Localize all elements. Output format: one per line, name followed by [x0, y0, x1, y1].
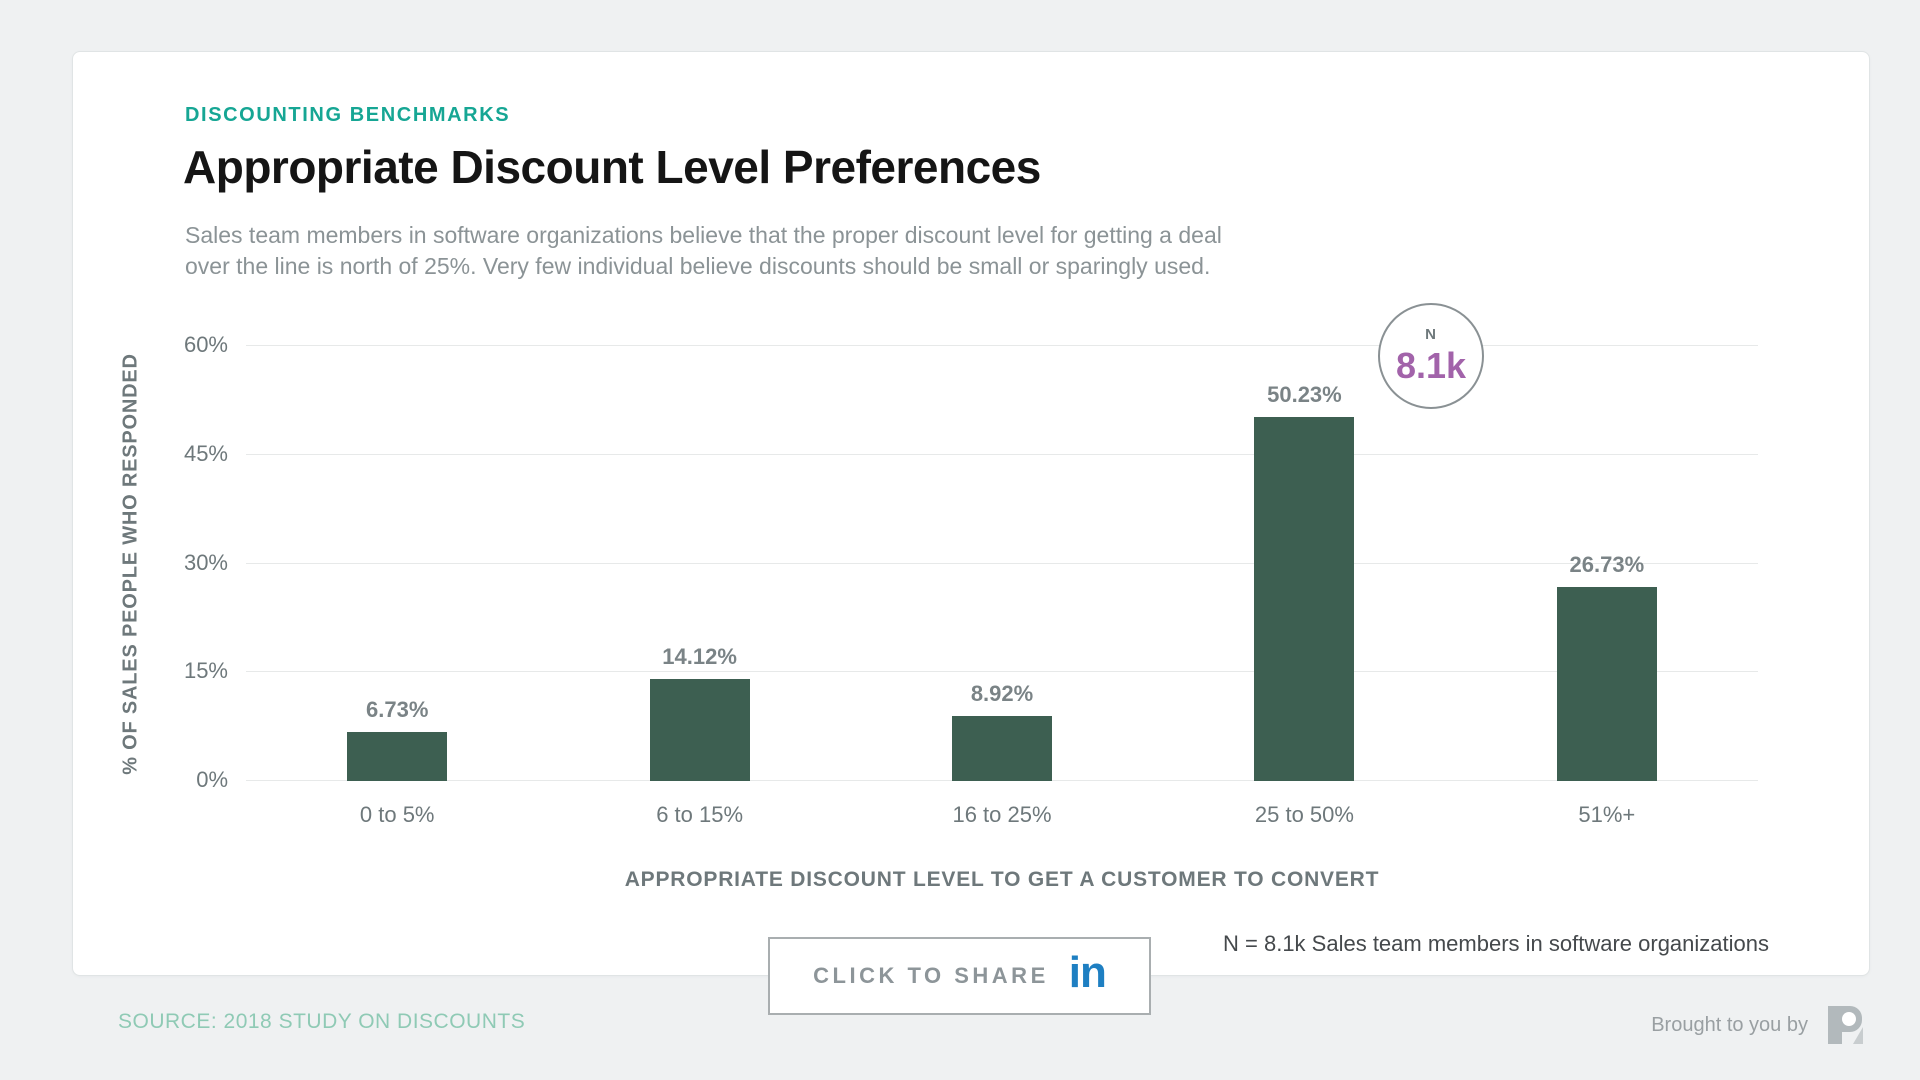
bar-slot: 14.12%: [548, 346, 850, 781]
bar-value-label: 6.73%: [366, 697, 429, 723]
x-category-label: 51%+: [1578, 802, 1636, 827]
x-category-label: 25 to 50%: [1254, 802, 1354, 827]
x-category-label: 6 to 15%: [656, 802, 744, 827]
bar-slot: 8.92%: [851, 346, 1153, 781]
plot-area: 6.73% 14.12% 8.92% 50.23% 26.73% N 8.1k 0% 15…: [184, 303, 1758, 792]
gridline: [246, 562, 1758, 564]
sample-size-badge: N 8.1k: [1378, 303, 1484, 409]
attribution: Brought to you by: [1651, 1002, 1868, 1048]
bar-value-label: 26.73%: [1569, 552, 1645, 578]
x-category-label: 0 to 5%: [359, 802, 435, 827]
gridline: [246, 453, 1758, 455]
bar: [649, 678, 750, 781]
bar-value-label: 50.23%: [1267, 381, 1342, 407]
bar-slot: 50.23%: [1153, 346, 1455, 781]
gridline: [246, 345, 1758, 346]
gridline: [246, 671, 1758, 673]
bar-chart: 6.73% 14.12% 8.92% 50.23% 26.73% N 8.1k 0% 15…: [184, 303, 1758, 892]
bar: [1254, 416, 1355, 781]
subtitle-line-1: Sales team members in software organizat…: [185, 222, 1222, 248]
y-tick-label: 15%: [183, 658, 228, 684]
y-axis-title: % OF SALES PEOPLE WHO RESPONDED: [119, 353, 142, 775]
y-tick-label: 0%: [196, 767, 228, 792]
sample-size-label: N: [1425, 325, 1437, 343]
bar-slot: 6.73%: [246, 346, 548, 781]
y-tick-label: 30%: [183, 549, 228, 575]
subtitle-line-2: over the line is north of 25%. Very few …: [185, 253, 1211, 279]
sample-footnote: N = 8.1k Sales team members in software …: [1223, 931, 1769, 956]
y-tick-label: 45%: [183, 440, 228, 466]
y-tick-label: 60%: [183, 332, 228, 357]
categories-row: 0 to 5% 6 to 15% 16 to 25% 25 to 50% 51%+: [246, 802, 1758, 828]
bars-row: 6.73% 14.12% 8.92% 50.23% 26.73%: [246, 346, 1758, 781]
bar: [347, 732, 448, 781]
eyebrow-label: DISCOUNTING BENCHMARKS: [185, 104, 511, 126]
bar: [1556, 587, 1657, 781]
sample-size-value: 8.1k: [1395, 344, 1467, 386]
bar-slot: 26.73%: [1456, 346, 1758, 781]
page-title: Appropriate Discount Level Preferences: [183, 141, 1041, 193]
subtitle: Sales team members in software organizat…: [185, 220, 1222, 282]
brought-by-text: Brought to you by: [1651, 1013, 1808, 1036]
bar-value-label: 8.92%: [970, 681, 1034, 707]
x-axis-title: APPROPRIATE DISCOUNT LEVEL TO GET A CUST…: [624, 868, 1380, 891]
price-intelligently-logo: [1828, 1006, 1863, 1044]
infographic-card: DISCOUNTING BENCHMARKS Appropriate Disco…: [72, 51, 1870, 976]
share-button[interactable]: CLICK TO SHARE in: [768, 937, 1151, 1015]
bar-value-label: 14.12%: [662, 643, 737, 669]
x-category-label: 16 to 25%: [952, 802, 1052, 827]
linkedin-icon: in: [1068, 948, 1107, 997]
bar: [952, 716, 1053, 781]
source-text: SOURCE: 2018 STUDY ON DISCOUNTS: [118, 1010, 526, 1033]
share-button-label: CLICK TO SHARE: [813, 963, 1049, 988]
